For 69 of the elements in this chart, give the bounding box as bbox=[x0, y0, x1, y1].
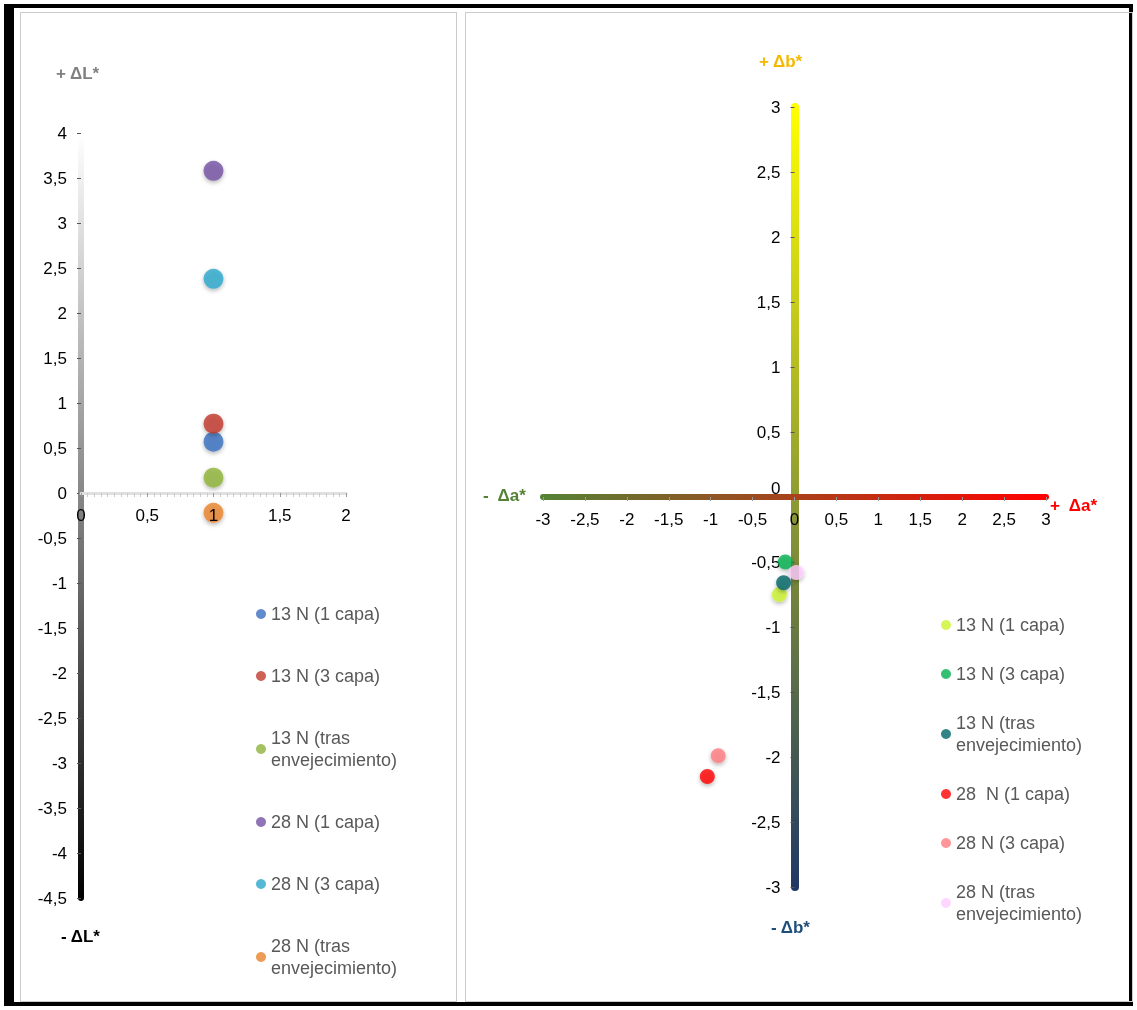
x-tick-label: 2 bbox=[957, 510, 967, 529]
point bbox=[699, 769, 715, 784]
y-tick-label: 1,5 bbox=[43, 348, 67, 368]
y-tick-label: 2 bbox=[771, 227, 781, 247]
legend-label: 13 N (3 capa) bbox=[271, 666, 381, 686]
x-tick-label: 0,5 bbox=[135, 506, 160, 525]
legend-label: 28 N (3 capa) bbox=[271, 874, 381, 894]
x-tick-label: 2 bbox=[341, 506, 351, 525]
text: - Δb* bbox=[771, 918, 811, 937]
x-tick-label: 0,5 bbox=[824, 510, 849, 529]
text: + Δa* bbox=[1050, 496, 1098, 515]
legend-label: 28 N (1 capa) bbox=[271, 812, 381, 832]
point bbox=[710, 748, 726, 764]
x-tick-label: 1 bbox=[873, 510, 884, 529]
point bbox=[776, 575, 792, 591]
text: - Δa* bbox=[483, 486, 527, 505]
y-tick-label: 0,5 bbox=[756, 422, 781, 442]
legend-label: 28 N (tras envejecimiento) bbox=[956, 882, 1083, 924]
legend-label: 13 N (3 capa) bbox=[956, 664, 1066, 684]
y-tick-label: -2,5 bbox=[751, 812, 781, 832]
x-tick-label: -3 bbox=[535, 510, 551, 529]
y-tick-label: -2 bbox=[51, 663, 67, 683]
y-tick-label: -3 bbox=[765, 877, 781, 897]
x-tick-label: -2,5 bbox=[570, 510, 600, 529]
y-tick-label: -1 bbox=[51, 573, 67, 593]
y-tick-label: 3,5 bbox=[43, 168, 67, 188]
y-tick-label: -4,5 bbox=[37, 888, 67, 908]
y-tick-label: 2,5 bbox=[756, 162, 781, 182]
y-tick-label: 1 bbox=[57, 393, 67, 413]
x-tick-label: -1 bbox=[703, 510, 719, 529]
x-tick-label: -2 bbox=[619, 510, 635, 529]
point bbox=[771, 587, 787, 602]
y-tick-label: 3 bbox=[771, 97, 781, 117]
y-tick-label: -1,5 bbox=[751, 682, 781, 702]
x-tick-label: 2,5 bbox=[992, 510, 1016, 529]
x-tick-label: -0,5 bbox=[737, 510, 768, 529]
y-tick-label: -1,5 bbox=[37, 618, 67, 638]
x-tick-label: 1,5 bbox=[267, 506, 292, 525]
legend-label: 13 N (1 capa) bbox=[956, 615, 1066, 635]
legend-label: 28 N (1 capa) bbox=[956, 784, 1071, 804]
x-tick-label: 1,5 bbox=[908, 510, 933, 529]
y-tick-label: -3,5 bbox=[37, 798, 67, 818]
x-tick-label: -1,5 bbox=[654, 510, 684, 529]
y-tick-label: 1 bbox=[771, 357, 781, 377]
legend-label: 13 N (tras envejecimiento) bbox=[271, 728, 398, 770]
legend-label: 13 N (1 capa) bbox=[271, 604, 381, 624]
y-tick-label: -2,5 bbox=[37, 708, 67, 728]
text: - ΔL* bbox=[61, 927, 101, 946]
legend-label: 13 N (tras envejecimiento) bbox=[956, 713, 1083, 755]
y-tick-label: 0 bbox=[57, 483, 67, 503]
y-tick-label: 0,5 bbox=[43, 438, 67, 458]
point bbox=[788, 564, 804, 580]
y-tick-label: 2 bbox=[57, 303, 67, 323]
y-tick-label: -3 bbox=[51, 753, 67, 773]
y-tick-label: -1 bbox=[765, 617, 781, 637]
legend-label: 28 N (3 capa) bbox=[956, 833, 1066, 853]
y-tick-label: 4 bbox=[57, 123, 67, 143]
y-tick-label: -4 bbox=[51, 843, 67, 863]
text: + ΔL* bbox=[56, 64, 100, 83]
y-tick-label: 3 bbox=[57, 213, 67, 233]
y-tick-label: 0 bbox=[771, 479, 781, 498]
y-tick-label: -0,5 bbox=[37, 528, 67, 548]
y-tick-label: 1,5 bbox=[756, 292, 781, 312]
x-tick-label: 1 bbox=[208, 506, 219, 525]
x-tick-label: 3 bbox=[1041, 510, 1051, 529]
y-tick-label: 2,5 bbox=[43, 258, 67, 278]
legend-label: 28 N (tras envejecimiento) bbox=[271, 936, 398, 978]
y-tick-label: -2 bbox=[765, 747, 781, 767]
text: + Δb* bbox=[759, 52, 803, 71]
